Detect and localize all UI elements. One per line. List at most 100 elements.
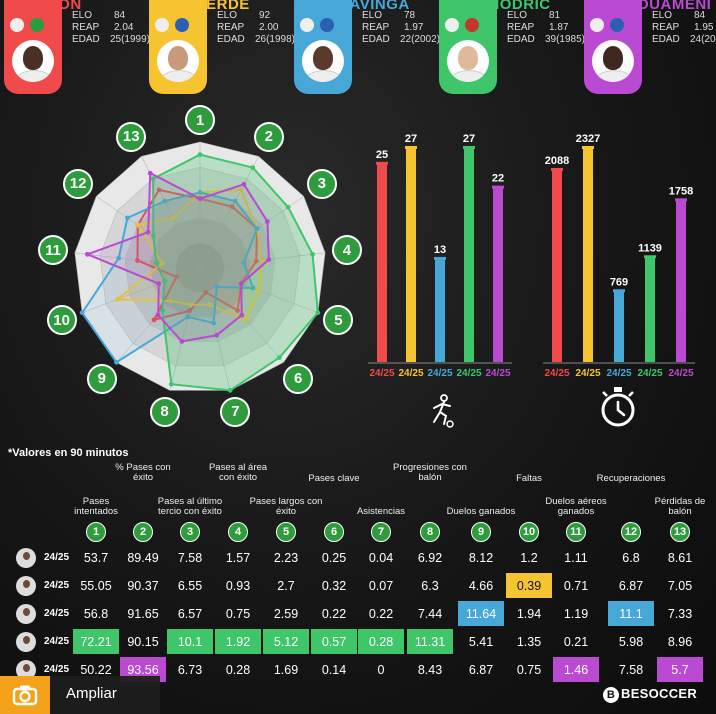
radar-point <box>203 290 209 295</box>
stat-label: REAP <box>652 22 680 33</box>
radar-point <box>185 314 191 320</box>
table-cell: 11.64 <box>458 601 504 626</box>
table-cell: 1.2 <box>520 550 538 565</box>
bar-cap <box>376 161 388 165</box>
table-cell: 5.12 <box>263 629 309 654</box>
season-label: 24/25 <box>44 580 70 591</box>
table-cell: 0.22 <box>368 606 394 621</box>
radar-axis-label: 3 <box>306 168 337 199</box>
player-stat-row: ELO 81 <box>507 10 585 22</box>
stat-label: ELO <box>217 10 238 21</box>
ampliar-button[interactable]: Ampliar <box>66 685 117 702</box>
column-number-badge: 6 <box>324 522 344 542</box>
table-cell: 6.73 <box>177 662 203 677</box>
player-name: LUKA MODRIC <box>439 0 551 13</box>
bar-cap <box>613 289 625 293</box>
football-player-icon <box>433 394 454 428</box>
radar-point <box>135 222 141 228</box>
radar-spoke <box>199 156 259 269</box>
table-cell: 7.05 <box>667 578 693 593</box>
bar-cap <box>551 167 563 171</box>
radar-series-4 <box>152 153 319 392</box>
radar-axis-label: 5 <box>323 305 354 336</box>
bar-category-label: 24/25 <box>456 368 481 379</box>
radar-point <box>114 359 119 365</box>
radar-point <box>276 355 282 360</box>
stat-value: 25(1999) <box>109 34 150 45</box>
table-cell: 0.32 <box>321 578 347 593</box>
bar-cap <box>492 185 504 189</box>
radar-point <box>214 284 220 290</box>
bar-category-label: 24/25 <box>427 368 452 379</box>
radar-point <box>168 381 174 387</box>
player-color-card <box>294 0 352 94</box>
table-cell: 72.21 <box>73 629 119 654</box>
table-cell: 89.49 <box>127 550 159 565</box>
radar-point <box>239 312 245 318</box>
radar-point <box>155 312 161 318</box>
radar-spoke <box>169 267 201 391</box>
column-header-label: % Pases con éxito <box>115 462 171 483</box>
radar-point <box>162 279 168 284</box>
radar-point <box>260 258 265 263</box>
stat-label: REAP <box>217 22 245 33</box>
table-cell: 1.92 <box>215 629 261 654</box>
radar-axis-label: 11 <box>38 235 69 266</box>
table-cell: 0.93 <box>225 578 251 593</box>
bar-category-label: 24/25 <box>606 368 631 379</box>
radar-point <box>241 181 247 187</box>
radar-axis-label: 8 <box>149 396 180 427</box>
camera-button[interactable] <box>0 676 50 714</box>
radar-axis-label: 6 <box>283 363 314 394</box>
column-number-badge: 10 <box>519 522 539 542</box>
column-number-badge: 9 <box>471 522 491 542</box>
stat-value: 92 <box>259 10 271 21</box>
bar-value-label: 27 <box>463 133 475 145</box>
radar-point <box>156 281 162 287</box>
besoccer-logo: B BESOCCER <box>603 686 697 703</box>
radar-point <box>162 198 168 204</box>
logo-mark: B <box>603 687 619 703</box>
radar-series-3 <box>80 191 259 364</box>
table-cell: 5.41 <box>468 634 494 649</box>
player-stats: ELO 84 REAP 2.04 EDAD 25(1999) <box>72 10 150 46</box>
radar-series-5 <box>84 171 270 343</box>
radar-point <box>188 302 194 308</box>
bar-cap <box>405 146 417 149</box>
nation-flag-icon <box>30 18 44 32</box>
stat-label: REAP <box>362 22 390 33</box>
player-avatar <box>16 604 36 624</box>
radar-point <box>85 251 90 257</box>
season-label: 24/25 <box>44 608 70 619</box>
column-number-badge: 5 <box>276 522 296 542</box>
table-cell: 50.22 <box>80 662 112 677</box>
bar-category-label: 24/25 <box>575 368 600 379</box>
table-cell: 1.57 <box>225 550 251 565</box>
stat-value: 26(1998) <box>254 34 295 45</box>
table-cell: 0.14 <box>321 662 347 677</box>
stat-value: 81 <box>549 10 561 21</box>
player-avatar <box>16 632 36 652</box>
table-cell: 90.15 <box>127 634 159 649</box>
column-number-badge: 11 <box>566 522 586 542</box>
player-head <box>313 46 333 70</box>
player-avatar <box>16 576 36 596</box>
bar-value-label: 27 <box>405 133 417 145</box>
stat-label: EDAD <box>507 34 535 45</box>
radar-spoke <box>82 267 201 313</box>
stat-label: ELO <box>362 10 383 21</box>
radar-point <box>241 260 247 266</box>
bar-value-label: 13 <box>434 244 446 256</box>
table-cell: 8.96 <box>667 634 693 649</box>
camera-icon <box>12 685 38 706</box>
stat-value: 1.95 <box>694 22 714 33</box>
column-header-label: Asistencias <box>356 506 406 517</box>
table-cell: 10.1 <box>167 629 213 654</box>
table-cell: 53.7 <box>83 550 109 565</box>
bar-value-label: 2088 <box>545 155 569 167</box>
radar-point <box>151 317 157 323</box>
player-name: E. CAMAVINGA <box>294 0 410 13</box>
radar-point <box>256 287 262 293</box>
